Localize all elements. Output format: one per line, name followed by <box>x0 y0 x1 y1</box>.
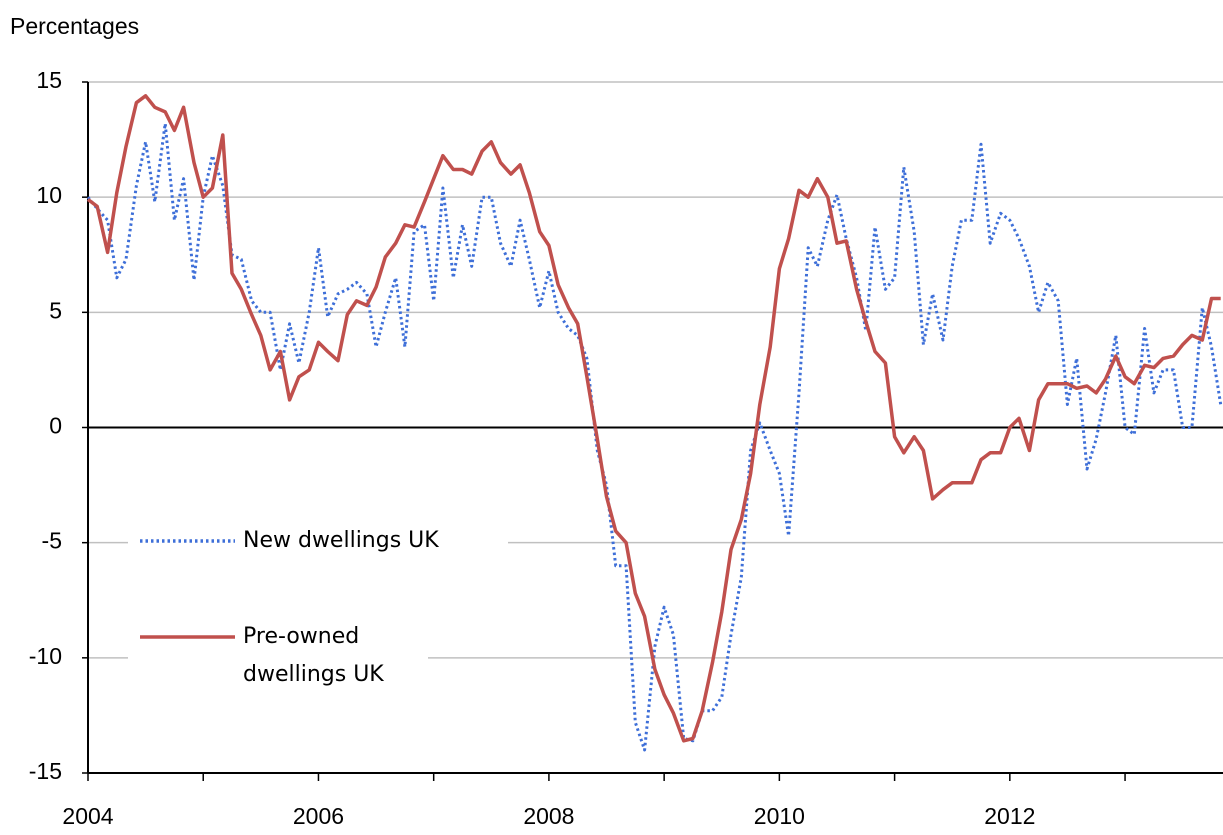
legend-label: New dwellings UK <box>243 528 439 553</box>
y-tick-label: 15 <box>36 67 62 93</box>
series-line <box>86 122 1223 752</box>
y-tick-label: 10 <box>36 182 62 208</box>
legend-label: Pre-owned dwellings UK <box>243 624 384 687</box>
y-tick-label: -5 <box>42 528 62 554</box>
x-tick-label: 2006 <box>293 803 344 829</box>
x-tick-label: 2004 <box>62 803 113 829</box>
x-tick-label: 2010 <box>754 803 805 829</box>
x-tick-label: 2008 <box>523 803 574 829</box>
series-line <box>86 94 1221 743</box>
y-tick-label: -10 <box>29 643 62 669</box>
legend-box <box>128 618 428 698</box>
y-axis-label: Percentages <box>10 13 139 39</box>
y-tick-label: -15 <box>29 758 62 784</box>
y-tick-label: 0 <box>49 413 62 439</box>
y-tick-label: 5 <box>49 297 62 323</box>
x-tick-label: 2012 <box>984 803 1035 829</box>
